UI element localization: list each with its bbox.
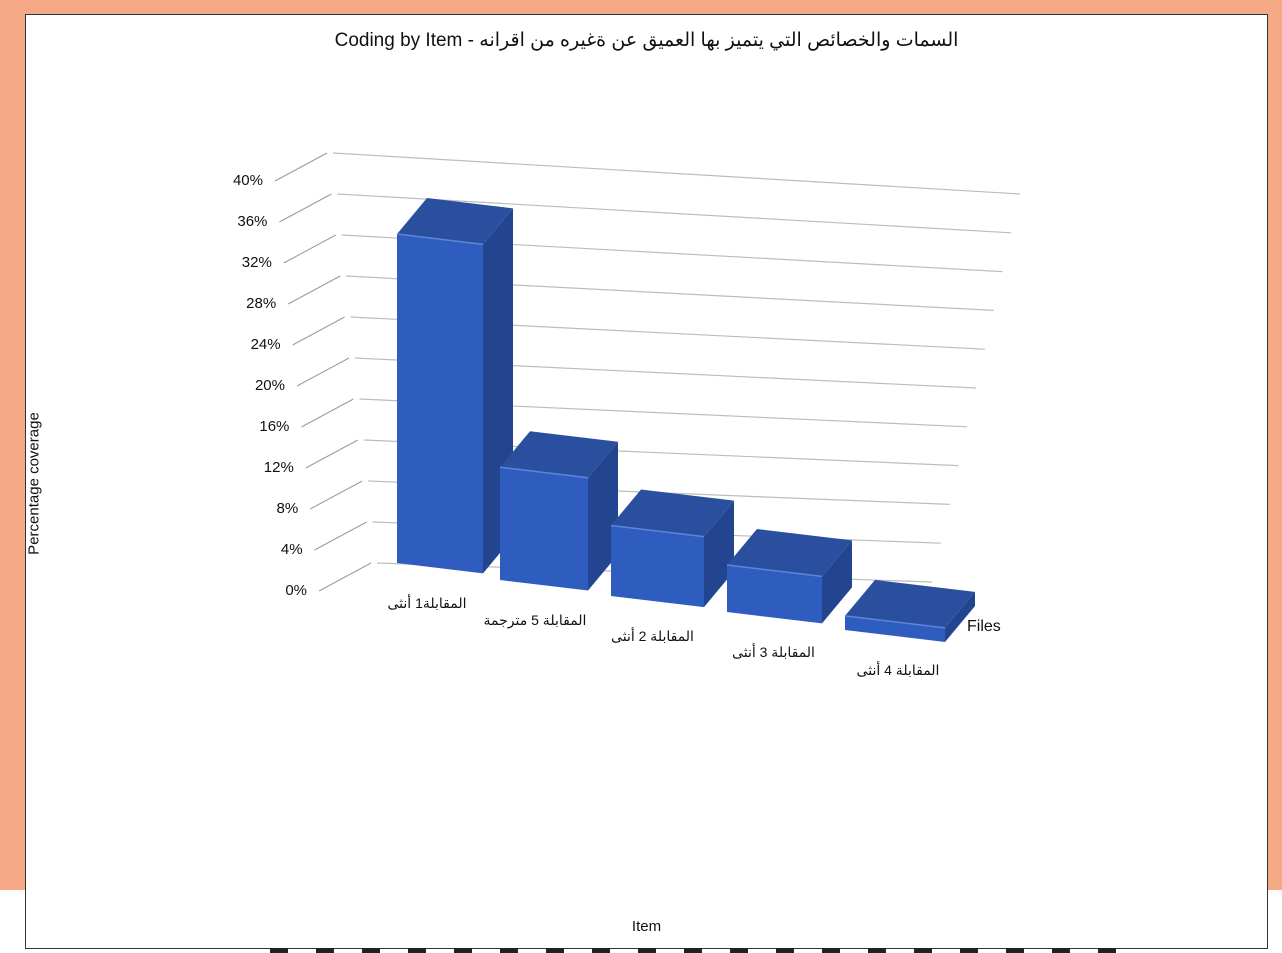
tick-mark xyxy=(309,480,363,510)
tick-mark xyxy=(301,398,354,428)
tick-mark xyxy=(318,562,372,592)
category-label: المقابلة 5 مترجمة xyxy=(484,612,587,629)
bar-1 xyxy=(396,198,513,574)
bar-top xyxy=(845,579,975,628)
y-tick-label: 4% xyxy=(281,541,303,558)
bar-side xyxy=(822,540,852,624)
bar-5 xyxy=(844,579,975,642)
tick-mark xyxy=(287,275,341,305)
tick-mark xyxy=(274,152,328,182)
bar-front xyxy=(845,615,945,642)
category-label: المقابلة1 أنثى xyxy=(387,594,466,611)
y-tick-label: 40% xyxy=(233,172,263,189)
tick-mark xyxy=(296,357,350,387)
y-tick-label: 12% xyxy=(264,459,294,476)
y-tick-label: 0% xyxy=(285,582,307,599)
bar-edge xyxy=(726,564,823,578)
page-edge-artifact xyxy=(270,948,1140,953)
bar-top xyxy=(611,489,734,537)
y-tick-label: 32% xyxy=(242,254,272,271)
category-labels: المقابلة1 أنثى المقابلة 5 مترجمة المقابلة … xyxy=(387,594,939,678)
tick-mark xyxy=(279,193,332,223)
bar-edge xyxy=(396,233,484,246)
bar-3 xyxy=(610,489,734,608)
bar-edge xyxy=(499,466,589,479)
tick-mark xyxy=(305,439,359,469)
category-label: المقابلة 2 أنثى xyxy=(611,627,694,644)
category-label: المقابلة 3 أنثى xyxy=(732,643,815,660)
tick-mark xyxy=(283,234,337,264)
series-label: Files xyxy=(967,618,1001,635)
gridline xyxy=(337,193,1012,234)
bar-front xyxy=(397,234,483,574)
bar-top xyxy=(397,198,513,245)
bar-4 xyxy=(726,529,852,624)
bar-edge xyxy=(844,615,946,629)
tick-mark xyxy=(314,521,367,551)
bar-edge xyxy=(610,524,705,538)
bar-front xyxy=(727,565,822,624)
gridline xyxy=(332,152,1021,195)
bar-front xyxy=(500,467,588,591)
x-axis-title: Item xyxy=(631,918,662,935)
y-axis-ticks: 0% 4% 8% 12% 16% 20% 24% 28% 32% 36% 40% xyxy=(233,172,307,599)
chart-title: Coding by Item - السمات والخصائص التي يت… xyxy=(334,30,959,51)
y-tick-label: 24% xyxy=(251,336,281,353)
bar-2 xyxy=(499,431,618,591)
y-tick-label: 36% xyxy=(237,213,267,230)
y-tick-label: 20% xyxy=(255,377,285,394)
y-tick-label: 16% xyxy=(259,418,289,435)
tick-mark xyxy=(292,316,345,346)
y-tick-label: 8% xyxy=(277,500,299,517)
category-label: المقابلة 4 أنثى xyxy=(857,661,940,678)
bar-top xyxy=(727,529,852,577)
bar-side xyxy=(945,591,975,642)
bars xyxy=(396,198,975,642)
bar-side xyxy=(704,500,734,608)
chart-frame: Coding by Item - السمات والخصائص التي يت… xyxy=(25,14,1268,949)
bar-side xyxy=(588,441,618,591)
bar-top xyxy=(500,431,618,478)
bar-front xyxy=(611,525,704,608)
y-tick-label: 28% xyxy=(246,295,276,312)
